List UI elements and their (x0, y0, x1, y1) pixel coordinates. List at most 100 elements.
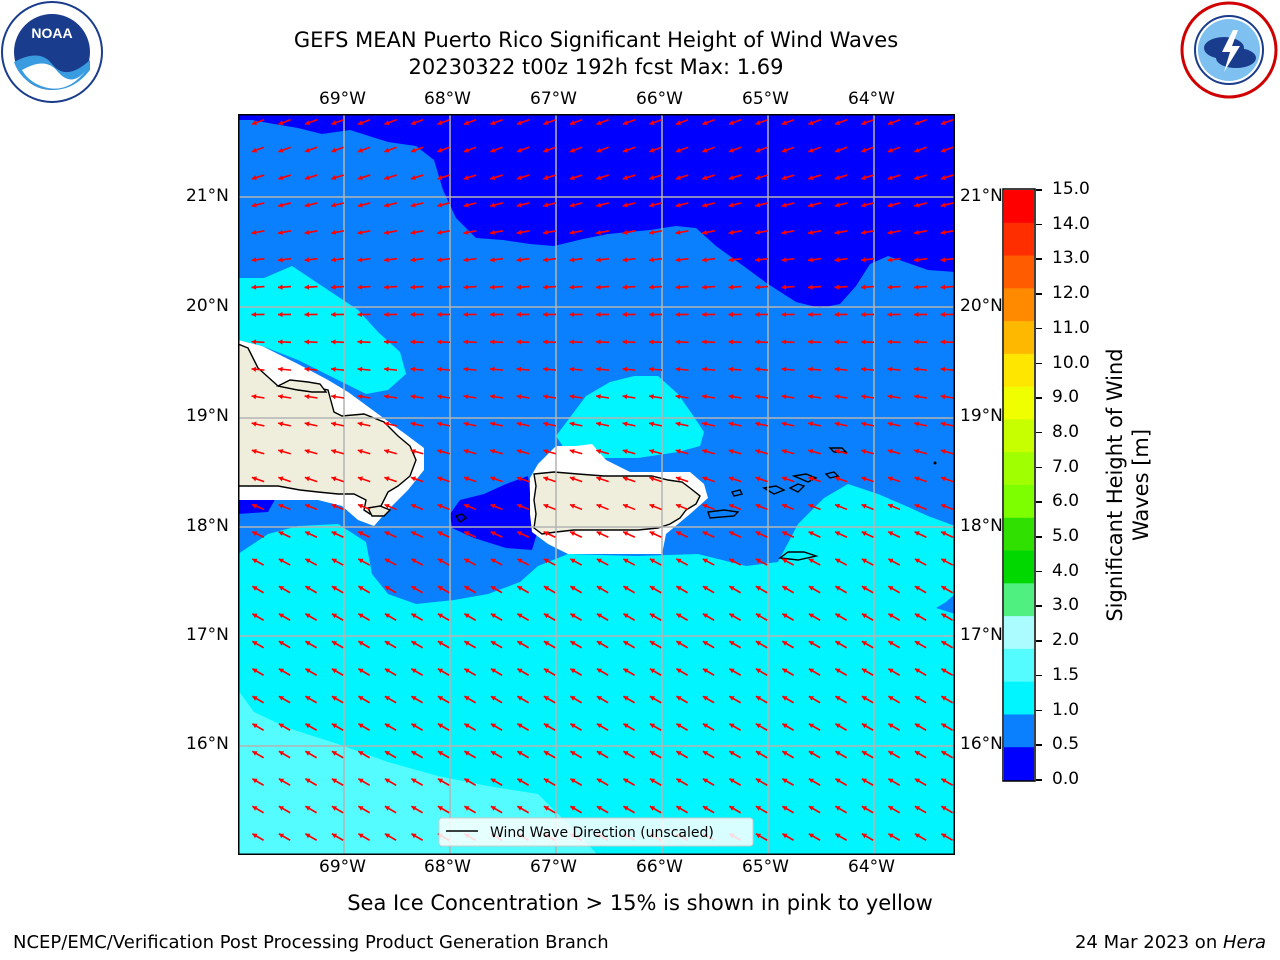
wind-arrow-head (437, 448, 443, 454)
wind-arrow-head (834, 229, 840, 235)
wind-arrow-head (702, 257, 707, 263)
wind-arrow-head (728, 202, 734, 208)
wind-arrow-head (516, 421, 522, 427)
wind-arrow-head (887, 284, 893, 290)
wind-arrow-head (490, 696, 497, 701)
wind-arrow-head (570, 586, 576, 591)
wind-arrow-head (808, 751, 815, 756)
wind-arrow-head (278, 558, 284, 564)
wind-arrow-head (861, 421, 867, 427)
wind-arrow-head (940, 175, 946, 181)
wind-arrow-head (596, 284, 601, 290)
wind-arrow-head (570, 806, 576, 811)
wind-arrow-head (411, 778, 417, 784)
wind-arrow-head (675, 394, 681, 400)
wind-arrow-head (914, 421, 920, 427)
land-virgin-gorda (824, 471, 840, 479)
wind-arrow-head (622, 284, 628, 290)
wind-arrow-head (835, 833, 841, 839)
wind-arrow-head (543, 503, 549, 509)
wind-arrow-head (782, 531, 788, 536)
wind-arrow-head (569, 284, 575, 290)
wind-arrow-head (304, 202, 310, 208)
wind-arrow-head (517, 751, 523, 756)
wind-arrow-head (278, 476, 284, 482)
wind-arrow-head (278, 448, 284, 454)
wind-arrow-head (702, 202, 708, 208)
wind-arrow-head (781, 202, 787, 208)
wind-arrow-head (569, 339, 575, 345)
lat-tick-right-5: 17°N (960, 625, 1003, 645)
wind-arrow-head (305, 531, 311, 536)
wind-arrow-head (517, 586, 523, 591)
land-vieques (707, 509, 740, 519)
colorbar-tick-mark (1036, 709, 1042, 712)
lon-tick-bottom-4: 66°W (636, 857, 683, 877)
wind-arrow-head (728, 476, 734, 482)
wind-arrow-head (702, 366, 707, 372)
lat-tick-right-4: 18°N (960, 516, 1003, 536)
wind-arrow-head (728, 311, 734, 318)
wind-arrow-head (278, 751, 285, 756)
wind-arrow-head (384, 641, 391, 646)
wind-arrow-head (358, 806, 364, 811)
wind-arrow-head (596, 366, 601, 372)
wind-arrow-head (623, 641, 629, 646)
wind-arrow-head (702, 339, 707, 345)
wave-zone-1.0-1.5-nw (239, 266, 406, 394)
colorbar-title-line1: Significant Height of Wind (1103, 348, 1127, 622)
wind-arrow-head (649, 806, 656, 811)
wind-arrow-head (517, 668, 523, 674)
wind-arrow-head (437, 120, 443, 126)
wind-arrow-head (755, 696, 762, 701)
wind-arrow-head (728, 366, 734, 372)
wind-arrow-head (517, 696, 523, 701)
footer-date: 24 Mar 2023 on Hera (1075, 932, 1266, 953)
colorbar-tick-label: 13.0 (1052, 248, 1090, 269)
wind-arrow-head (755, 284, 760, 290)
wind-arrow-head (331, 257, 336, 263)
wind-arrow-head (543, 257, 548, 263)
wind-arrow-head (861, 751, 868, 756)
wind-arrow-head (835, 723, 841, 729)
wind-arrow-head (861, 696, 868, 701)
wind-arrow-head (437, 696, 444, 701)
wind-arrow-head (411, 531, 417, 536)
wind-arrow-head (251, 503, 258, 509)
wind-arrow-head (914, 613, 921, 619)
wind-arrow-head (940, 311, 946, 318)
wind-arrow-head (861, 476, 867, 482)
wind-arrow-head (782, 668, 788, 674)
wind-arrow-head (675, 476, 681, 482)
wind-arrow-head (649, 202, 655, 208)
wind-arrow-head (304, 366, 310, 372)
wind-arrow-head (914, 448, 920, 454)
wind-arrow-head (331, 613, 338, 619)
wind-arrow-head (728, 175, 734, 181)
land-samana (275, 379, 328, 393)
wind-arrow-head (622, 311, 628, 318)
colorbar (1002, 188, 1036, 782)
lon-tick-top-2: 68°W (424, 89, 471, 109)
wind-arrow-head (861, 668, 868, 674)
wind-arrow-head (755, 668, 762, 674)
wind-arrow-head (384, 147, 390, 153)
map-title: GEFS MEAN Puerto Rico Significant Height… (293, 28, 899, 52)
wind-arrow-head (331, 339, 336, 345)
wind-arrow-head (464, 531, 470, 536)
wind-arrow-head (252, 668, 258, 674)
colorbar-tick-label: 0.0 (1052, 769, 1080, 789)
wind-arrow-head (490, 394, 495, 400)
wind-arrow-head (358, 696, 364, 701)
wind-arrow-head (411, 696, 417, 701)
wind-arrow-head (464, 751, 470, 756)
wind-arrow-head (490, 229, 496, 235)
wind-arrow-head (543, 531, 549, 536)
wind-arrow-head (304, 120, 311, 126)
wind-arrow-head (596, 531, 602, 536)
wind-arrow-head (649, 229, 655, 235)
wind-arrow-head (569, 120, 576, 126)
wind-arrow-head (861, 257, 866, 263)
wind-arrow-head (543, 586, 550, 591)
wind-arrow-head (490, 175, 496, 181)
